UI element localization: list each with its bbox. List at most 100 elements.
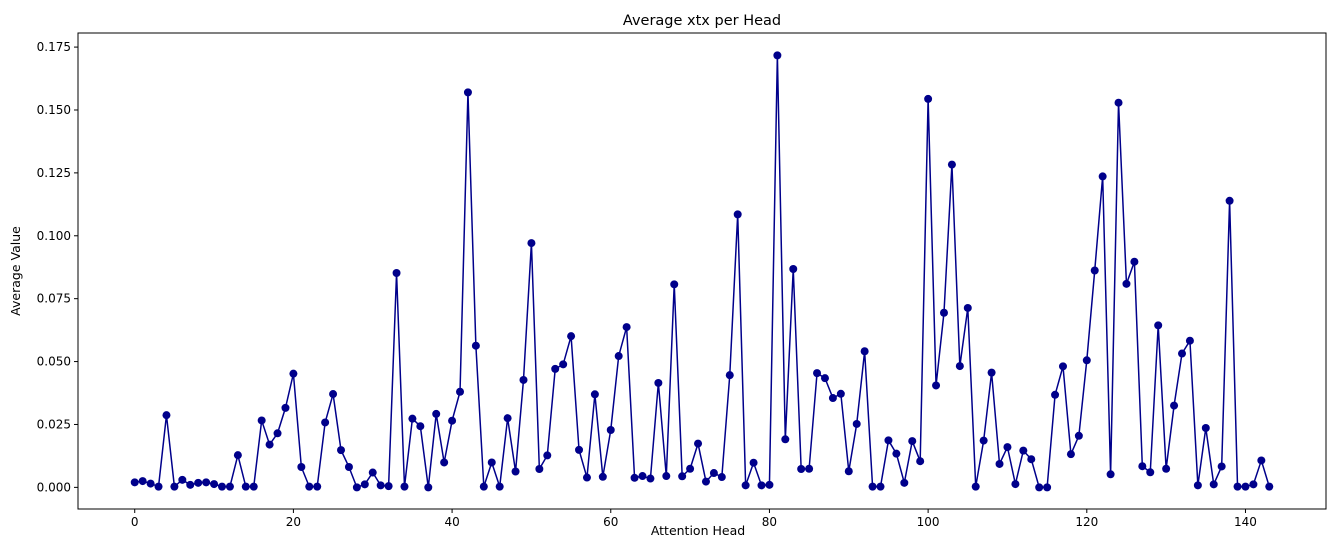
data-point bbox=[313, 482, 322, 491]
data-point bbox=[995, 459, 1004, 468]
data-point bbox=[1185, 336, 1194, 345]
data-point bbox=[305, 482, 314, 491]
data-point bbox=[1082, 356, 1091, 365]
data-point bbox=[535, 465, 544, 473]
data-point bbox=[1241, 482, 1250, 491]
data-point bbox=[329, 390, 338, 399]
data-point bbox=[337, 446, 346, 455]
y-axis-label: Average Value bbox=[8, 226, 23, 316]
data-point bbox=[344, 462, 353, 471]
chart-title: Average xtx per Head bbox=[623, 13, 781, 29]
data-point bbox=[1170, 401, 1179, 410]
data-point bbox=[321, 418, 330, 427]
data-point bbox=[797, 465, 806, 473]
data-point bbox=[471, 341, 480, 350]
data-point bbox=[1051, 390, 1060, 399]
data-point bbox=[551, 364, 560, 373]
data-point bbox=[805, 464, 814, 473]
data-point bbox=[424, 483, 433, 492]
x-tick-label: 0 bbox=[131, 515, 139, 529]
data-point bbox=[1019, 446, 1028, 455]
data-point bbox=[567, 332, 576, 341]
data-point bbox=[1233, 482, 1242, 491]
data-point bbox=[1265, 482, 1274, 491]
data-point bbox=[828, 394, 837, 403]
data-point bbox=[860, 347, 869, 356]
data-point bbox=[741, 481, 750, 490]
data-point bbox=[1027, 455, 1036, 464]
data-point bbox=[932, 381, 941, 390]
data-point bbox=[1114, 98, 1123, 107]
data-point bbox=[352, 483, 361, 492]
data-point bbox=[1066, 450, 1075, 459]
data-point bbox=[289, 369, 298, 378]
data-point bbox=[1130, 257, 1139, 266]
data-point bbox=[392, 269, 401, 278]
x-tick-label: 100 bbox=[917, 515, 940, 529]
data-point bbox=[1138, 462, 1147, 471]
data-point bbox=[440, 458, 449, 467]
data-point bbox=[694, 439, 703, 448]
data-point bbox=[241, 482, 250, 491]
data-point bbox=[781, 435, 790, 444]
data-point bbox=[368, 468, 377, 477]
data-point bbox=[1225, 196, 1234, 205]
y-tick-label: 0.150 bbox=[37, 103, 71, 117]
data-point bbox=[670, 280, 679, 289]
data-point bbox=[773, 51, 782, 60]
data-point bbox=[463, 88, 472, 97]
x-axis: 0 20 40 60 80 100 120 140 bbox=[131, 509, 1257, 529]
series-markers bbox=[130, 51, 1274, 492]
data-point bbox=[725, 371, 734, 380]
x-tick-label: 140 bbox=[1234, 515, 1257, 529]
data-point bbox=[448, 416, 457, 425]
data-point bbox=[1257, 456, 1266, 465]
data-point bbox=[813, 369, 822, 378]
data-point bbox=[487, 458, 496, 467]
data-point bbox=[900, 478, 909, 487]
data-point bbox=[971, 482, 980, 491]
data-point bbox=[408, 414, 417, 423]
x-tick-label: 20 bbox=[286, 515, 301, 529]
data-point bbox=[575, 445, 584, 454]
data-point bbox=[511, 467, 520, 476]
data-point bbox=[908, 437, 917, 446]
data-point bbox=[1201, 423, 1210, 432]
data-point bbox=[582, 473, 591, 482]
y-axis: 0.000 0.025 0.050 0.075 0.100 0.125 0.150 0.175 bbox=[37, 40, 78, 494]
y-tick-label: 0.075 bbox=[37, 292, 71, 306]
data-point bbox=[709, 469, 718, 478]
data-point bbox=[955, 362, 964, 371]
data-point bbox=[138, 477, 147, 486]
data-point bbox=[265, 440, 274, 449]
data-point bbox=[654, 378, 663, 387]
data-point bbox=[170, 482, 179, 491]
data-point bbox=[638, 472, 647, 481]
data-point bbox=[1193, 481, 1202, 490]
data-point bbox=[154, 482, 163, 491]
data-point bbox=[416, 422, 425, 431]
x-tick-label: 60 bbox=[603, 515, 618, 529]
y-tick-label: 0.125 bbox=[37, 166, 71, 180]
data-point bbox=[630, 473, 639, 482]
data-point bbox=[456, 387, 465, 396]
data-point bbox=[249, 482, 258, 491]
data-point bbox=[678, 472, 687, 481]
data-point bbox=[202, 478, 211, 487]
data-point bbox=[757, 481, 766, 490]
data-point bbox=[820, 374, 829, 383]
data-point bbox=[162, 411, 171, 420]
data-point bbox=[495, 482, 504, 491]
y-tick-label: 0.000 bbox=[37, 480, 71, 494]
data-point bbox=[646, 474, 655, 483]
data-point bbox=[210, 480, 219, 489]
data-point bbox=[218, 482, 226, 491]
x-tick-label: 80 bbox=[762, 515, 777, 529]
data-point bbox=[686, 464, 695, 473]
data-point bbox=[1003, 443, 1012, 452]
x-axis-label: Attention Head bbox=[651, 523, 745, 538]
data-point bbox=[614, 352, 623, 361]
x-tick-label: 40 bbox=[444, 515, 459, 529]
data-point bbox=[590, 390, 599, 399]
